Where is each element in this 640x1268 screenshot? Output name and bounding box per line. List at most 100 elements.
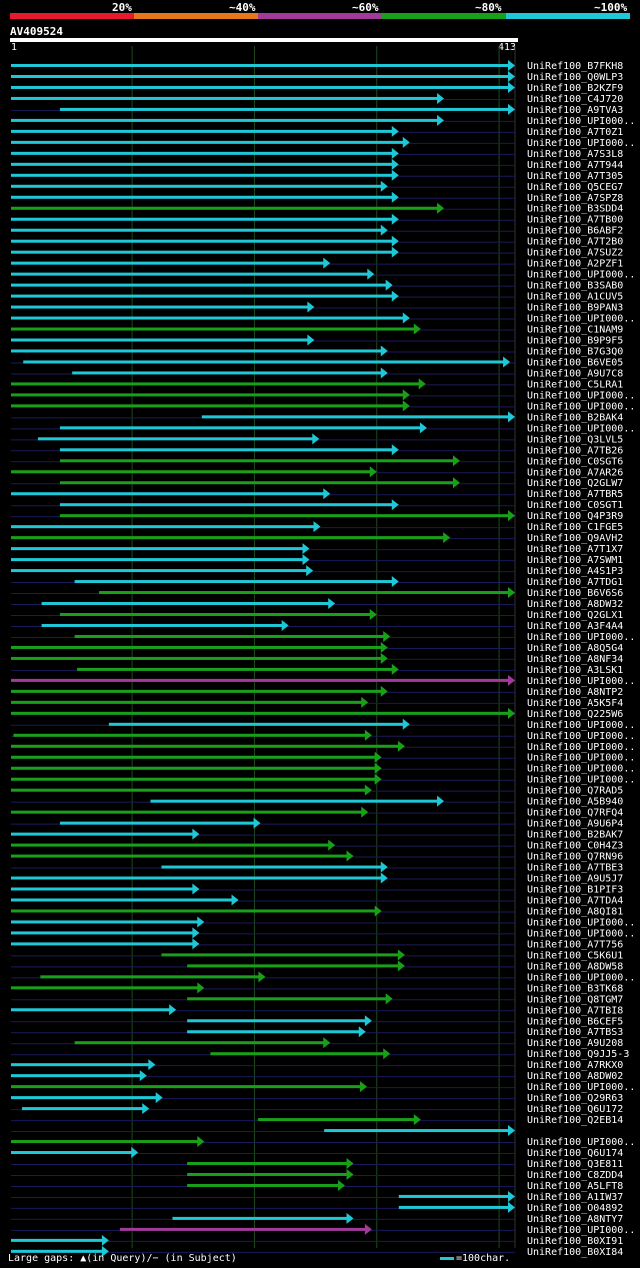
hit-bar[interactable] [11,1096,157,1100]
hit-bar[interactable] [59,426,421,430]
hit-label[interactable]: UniRef100_Q6U174 [527,1148,623,1159]
hit-bar[interactable] [37,437,314,441]
hit-bar[interactable] [11,338,309,342]
hit-bar[interactable] [11,942,194,946]
hit-label[interactable]: UniRef100_Q9AVH2 [527,533,623,544]
hit-label[interactable]: UniRef100_B6ABF2 [527,226,623,237]
hit-bar[interactable] [77,667,393,671]
hit-label[interactable]: UniRef100_A7T944 [527,160,623,171]
hit-label[interactable]: UniRef100_C8ZDD4 [527,1170,623,1181]
hit-label[interactable]: UniRef100_Q7RN96 [527,852,623,863]
hit-label[interactable]: UniRef100_UPI000.. [527,314,635,325]
hit-label[interactable]: UniRef100_B3SAB0 [527,281,623,292]
hit-label[interactable]: UniRef100_O04892 [527,1203,623,1214]
hit-bar[interactable] [11,85,509,89]
hit-label[interactable]: UniRef100_A7SUZ2 [527,248,623,259]
hit-bar[interactable] [11,689,382,693]
hit-label[interactable]: UniRef100_B9PAN3 [527,303,623,314]
hit-bar[interactable] [11,558,304,562]
hit-label[interactable]: UniRef100_A7SPZ8 [527,193,623,204]
hit-label[interactable]: UniRef100_Q8TGM7 [527,994,623,1005]
hit-label[interactable]: UniRef100_UPI000.. [527,401,635,412]
hit-bar[interactable] [40,975,260,979]
hit-label[interactable]: UniRef100_A8DW58 [527,961,623,972]
hit-bar[interactable] [11,645,382,649]
hit-label[interactable]: UniRef100_UPI000.. [527,917,635,928]
hit-label[interactable]: UniRef100_A3F4A4 [527,621,623,632]
hit-bar[interactable] [11,64,509,67]
hit-bar[interactable] [11,305,309,309]
hit-label[interactable]: UniRef100_UPI000.. [527,775,635,786]
hit-bar[interactable] [11,777,376,781]
hit-label[interactable]: UniRef100_A7T0Z1 [527,127,623,138]
hit-bar[interactable] [150,799,439,803]
hit-bar[interactable] [59,613,371,616]
hit-bar[interactable] [11,228,382,232]
hit-bar[interactable] [59,481,454,485]
hit-bar[interactable] [11,195,393,199]
hit-bar[interactable] [59,821,255,825]
hit-bar[interactable] [11,536,445,540]
hit-bar[interactable] [23,360,505,364]
hit-bar[interactable] [11,766,376,770]
hit-label[interactable]: UniRef100_Q2GLW7 [527,478,623,489]
hit-bar[interactable] [11,74,509,78]
hit-bar[interactable] [11,118,439,122]
hit-label[interactable]: UniRef100_A7TDA4 [527,895,623,906]
hit-bar[interactable] [11,711,509,715]
hit-label[interactable]: UniRef100_UPI000.. [527,731,635,742]
hit-label[interactable]: UniRef100_UPI000.. [527,1225,635,1236]
hit-label[interactable]: UniRef100_UPI000.. [527,753,635,764]
hit-bar[interactable] [11,283,387,287]
hit-label[interactable]: UniRef100_C5K6U1 [527,950,623,961]
hit-bar[interactable] [119,1227,366,1231]
hit-bar[interactable] [41,623,283,627]
hit-bar[interactable] [11,744,399,748]
hit-label[interactable]: UniRef100_Q3LVL5 [527,434,623,445]
hit-label[interactable]: UniRef100_A8NF34 [527,654,623,665]
hit-label[interactable]: UniRef100_A7AR26 [527,467,623,478]
hit-bar[interactable] [11,898,233,902]
hit-label[interactable]: UniRef100_B2BAK4 [527,412,623,423]
hit-label[interactable]: UniRef100_A5LFT8 [527,1181,623,1192]
hit-bar[interactable] [210,1052,385,1056]
hit-label[interactable]: UniRef100_A5K5F4 [527,698,623,709]
hit-bar[interactable] [11,96,439,100]
hit-label[interactable]: UniRef100_Q3E811 [527,1159,623,1170]
hit-label[interactable]: UniRef100_UPI000.. [527,116,635,127]
hit-bar[interactable] [11,1151,133,1155]
hit-label[interactable]: UniRef100_UPI000.. [527,764,635,775]
hit-label[interactable]: UniRef100_C1FGE5 [527,522,623,533]
hit-label[interactable]: UniRef100_A9TVA3 [527,105,623,116]
hit-bar[interactable] [72,371,382,375]
hit-label[interactable]: UniRef100_UPI000.. [527,1137,635,1148]
hit-label[interactable]: UniRef100_B2KZF9 [527,83,623,94]
hit-label[interactable]: UniRef100_B7FKH8 [527,61,623,72]
hit-label[interactable]: UniRef100_Q7RAD5 [527,786,623,797]
hit-label[interactable]: UniRef100_UPI000.. [527,138,635,149]
hit-bar[interactable] [187,1019,366,1023]
hit-bar[interactable] [11,327,415,331]
hit-label[interactable]: UniRef100_A4S1P3 [527,566,623,577]
hit-label[interactable]: UniRef100_UPI000.. [527,632,635,643]
hit-bar[interactable] [11,1249,103,1253]
hit-bar[interactable] [187,1030,360,1034]
hit-bar[interactable] [11,700,363,704]
hit-label[interactable]: UniRef100_A8QI81 [527,906,623,917]
hit-bar[interactable] [11,931,194,935]
hit-label[interactable]: UniRef100_C0SGT1 [527,500,623,511]
hit-bar[interactable] [11,887,194,891]
hit-bar[interactable] [41,602,330,606]
hit-label[interactable]: UniRef100_A7TDG1 [527,577,623,588]
hit-label[interactable]: UniRef100_A3LSK1 [527,665,623,676]
hit-label[interactable]: UniRef100_B6V6S6 [527,588,623,599]
hit-label[interactable]: UniRef100_A5B940 [527,797,623,808]
hit-bar[interactable] [11,250,393,254]
hit-bar[interactable] [59,459,454,463]
hit-bar[interactable] [11,1140,199,1144]
hit-bar[interactable] [74,1041,325,1045]
hit-label[interactable]: UniRef100_A1IW37 [527,1192,623,1203]
hit-label[interactable]: UniRef100_B2BAK7 [527,830,623,841]
hit-label[interactable]: UniRef100_UPI000.. [527,423,635,434]
hit-bar[interactable] [187,1172,348,1176]
